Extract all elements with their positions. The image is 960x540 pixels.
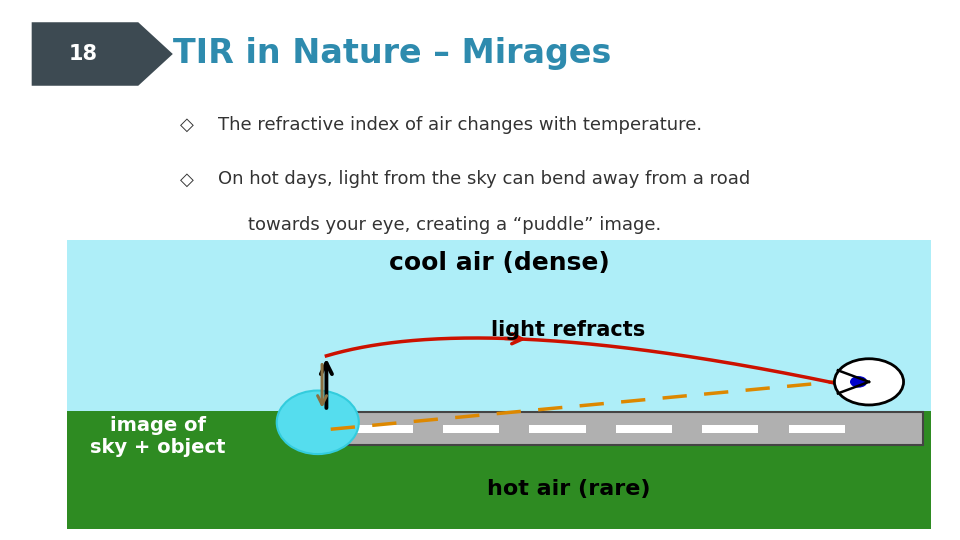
Text: towards your eye, creating a “puddle” image.: towards your eye, creating a “puddle” im… bbox=[248, 216, 660, 234]
Bar bbox=[702, 424, 758, 433]
Circle shape bbox=[850, 376, 867, 388]
Text: TIR in Nature – Mirages: TIR in Nature – Mirages bbox=[173, 37, 612, 71]
Bar bbox=[309, 412, 923, 445]
Text: ◇: ◇ bbox=[180, 116, 194, 134]
Bar bbox=[67, 240, 931, 414]
Text: light refracts: light refracts bbox=[492, 320, 645, 340]
Bar bbox=[67, 408, 931, 529]
Bar bbox=[357, 424, 413, 433]
PathPatch shape bbox=[32, 22, 173, 86]
Text: 18: 18 bbox=[69, 44, 98, 64]
Text: cool air (dense): cool air (dense) bbox=[389, 252, 610, 275]
Bar bbox=[67, 240, 931, 411]
Text: hot air (rare): hot air (rare) bbox=[487, 479, 650, 499]
Bar bbox=[443, 424, 499, 433]
Text: On hot days, light from the sky can bend away from a road: On hot days, light from the sky can bend… bbox=[218, 171, 750, 188]
Circle shape bbox=[834, 359, 903, 405]
Text: ◇: ◇ bbox=[180, 171, 194, 188]
Bar bbox=[789, 424, 845, 433]
Wedge shape bbox=[837, 371, 869, 393]
Bar bbox=[616, 424, 672, 433]
Text: image of
sky + object: image of sky + object bbox=[90, 416, 226, 457]
Bar bbox=[529, 424, 586, 433]
Text: The refractive index of air changes with temperature.: The refractive index of air changes with… bbox=[218, 116, 702, 134]
Bar bbox=[67, 411, 931, 529]
Ellipse shape bbox=[276, 390, 359, 454]
